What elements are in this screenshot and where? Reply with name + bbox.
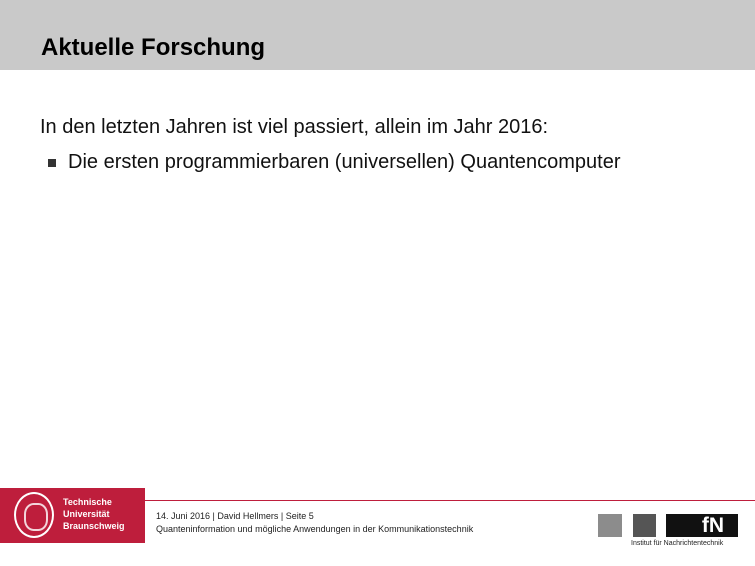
logo-text-line: Technische bbox=[63, 497, 112, 507]
logo-square-light bbox=[598, 514, 622, 537]
square-bullet-icon bbox=[48, 158, 56, 167]
tu-braunschweig-logo: Technische Universität Braunschweig bbox=[0, 488, 145, 543]
bullet-item: Die ersten programmierbaren (universelle… bbox=[48, 151, 620, 174]
slide-header bbox=[0, 0, 755, 70]
footer-subtitle: Quanteninformation und mögliche Anwendun… bbox=[156, 524, 474, 534]
lion-seal-icon bbox=[14, 492, 54, 538]
ifn-logo: fN bbox=[688, 514, 738, 537]
slide-title: Aktuelle Forschung bbox=[41, 34, 266, 61]
logo-text-line: Braunschweig bbox=[63, 521, 125, 531]
intro-text: In den letzten Jahren ist viel passiert,… bbox=[40, 116, 549, 138]
footer-meta: 14. Juni 2016 | David Hellmers | Seite 5 bbox=[156, 511, 314, 521]
logo-text-line: Universität bbox=[63, 509, 110, 519]
logo-square-mid bbox=[633, 514, 656, 537]
bullet-text: Die ersten programmierbaren (universelle… bbox=[68, 151, 621, 173]
institute-name: Institut für Nachrichtentechnik bbox=[631, 540, 724, 547]
logo-square-dark bbox=[666, 514, 688, 537]
footer-divider bbox=[145, 500, 755, 501]
